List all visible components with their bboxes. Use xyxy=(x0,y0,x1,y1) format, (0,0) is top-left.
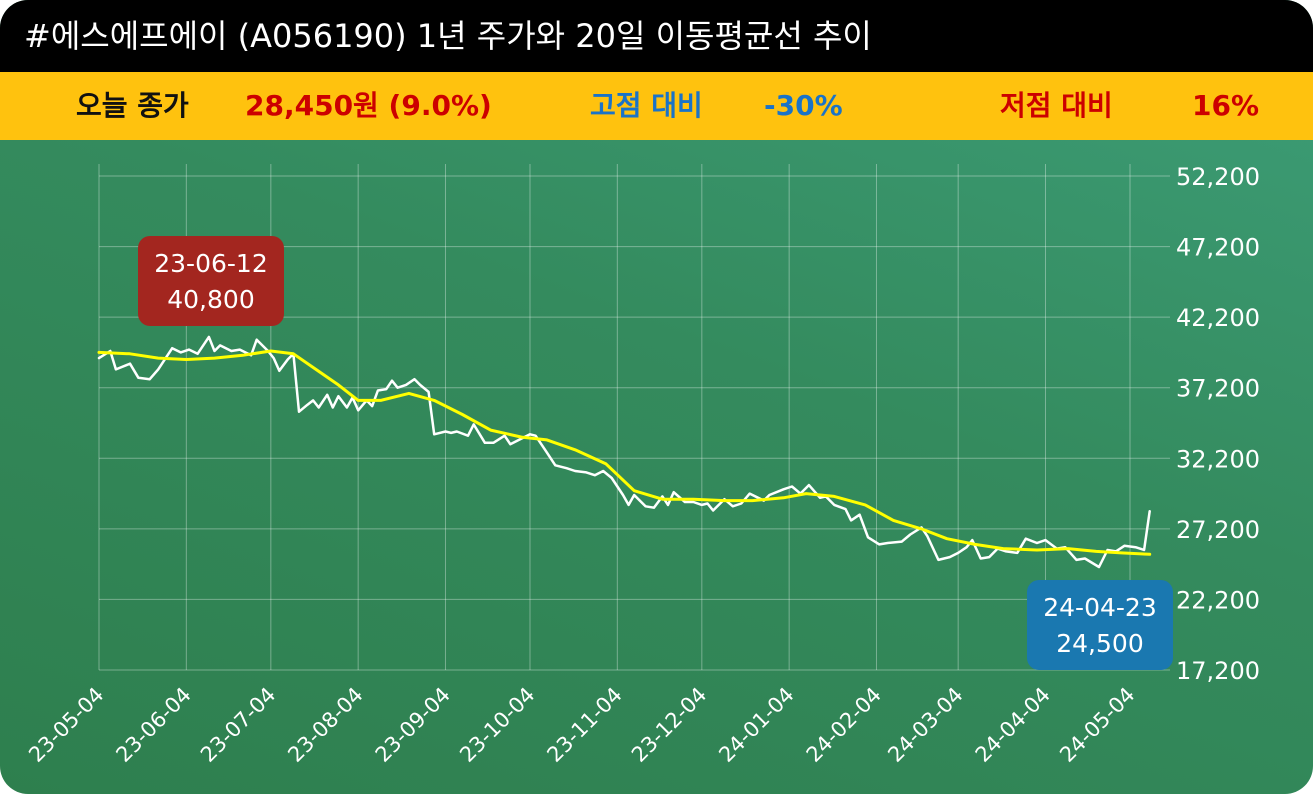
y-tick-label: 42,200 xyxy=(1176,304,1260,332)
y-tick-label: 27,200 xyxy=(1176,516,1260,544)
x-axis: 23-05-04 23-06-04 23-07-04 23-08-04 23-09-04… xyxy=(24,683,1139,767)
close-value: 28,450원 (9.0%) xyxy=(245,89,492,122)
y-tick-label: 52,200 xyxy=(1176,163,1260,191)
series-lines xyxy=(97,335,1152,569)
annotation-box xyxy=(1027,580,1173,670)
x-tick-label: 24-04-04 xyxy=(971,683,1055,767)
annotations: 23-06-12 40,800 24-04-23 24,500 xyxy=(138,236,1173,670)
annotation-box xyxy=(138,236,284,326)
high-compare-value: -30% xyxy=(764,89,843,122)
y-tick-label: 32,200 xyxy=(1176,445,1260,473)
y-tick-label: 22,200 xyxy=(1176,586,1260,614)
annotation-value: 24,500 xyxy=(1056,629,1143,658)
x-tick-label: 24-02-04 xyxy=(802,683,886,767)
y-axis: 52,200 47,200 42,200 37,200 32,200 27,200 22,2… xyxy=(1176,163,1260,685)
x-tick-label: 23-07-04 xyxy=(196,683,280,767)
stats-bar: 오늘 종가 28,450원 (9.0%) 고점 대비 -30% 저점 대비 16… xyxy=(0,72,1313,140)
x-tick-label: 23-12-04 xyxy=(627,683,711,767)
title-bar: #에스에프에이 (A056190) 1년 주가와 20일 이동평균선 추이 xyxy=(0,0,1313,72)
y-tick-label: 17,200 xyxy=(1176,657,1260,685)
high-annotation: 23-06-12 40,800 xyxy=(138,236,284,326)
close-label: 오늘 종가 xyxy=(76,89,189,122)
annotation-date: 23-06-12 xyxy=(154,249,267,278)
y-tick-label: 47,200 xyxy=(1176,234,1260,262)
low-compare-label: 저점 대비 xyxy=(1000,89,1113,122)
x-tick-label: 23-09-04 xyxy=(371,683,455,767)
annotation-value: 40,800 xyxy=(167,285,254,314)
x-tick-label: 24-03-04 xyxy=(883,683,967,767)
x-tick-label: 23-06-04 xyxy=(111,683,195,767)
x-tick-label: 23-11-04 xyxy=(542,683,626,767)
low-annotation: 24-04-23 24,500 xyxy=(1027,580,1173,670)
ma20-line xyxy=(97,349,1152,556)
low-compare-value: 16% xyxy=(1192,89,1260,122)
high-compare-label: 고점 대비 xyxy=(590,89,703,122)
x-tick-label: 23-08-04 xyxy=(283,683,367,767)
x-tick-label: 23-10-04 xyxy=(455,683,539,767)
x-tick-label: 24-05-04 xyxy=(1055,683,1139,767)
page-title: #에스에프에이 (A056190) 1년 주가와 20일 이동평균선 추이 xyxy=(24,17,872,55)
x-tick-label: 23-05-04 xyxy=(24,683,108,767)
price-line xyxy=(97,335,1151,569)
annotation-date: 24-04-23 xyxy=(1043,593,1156,622)
y-tick-label: 37,200 xyxy=(1176,375,1260,403)
x-tick-label: 24-01-04 xyxy=(714,683,798,767)
